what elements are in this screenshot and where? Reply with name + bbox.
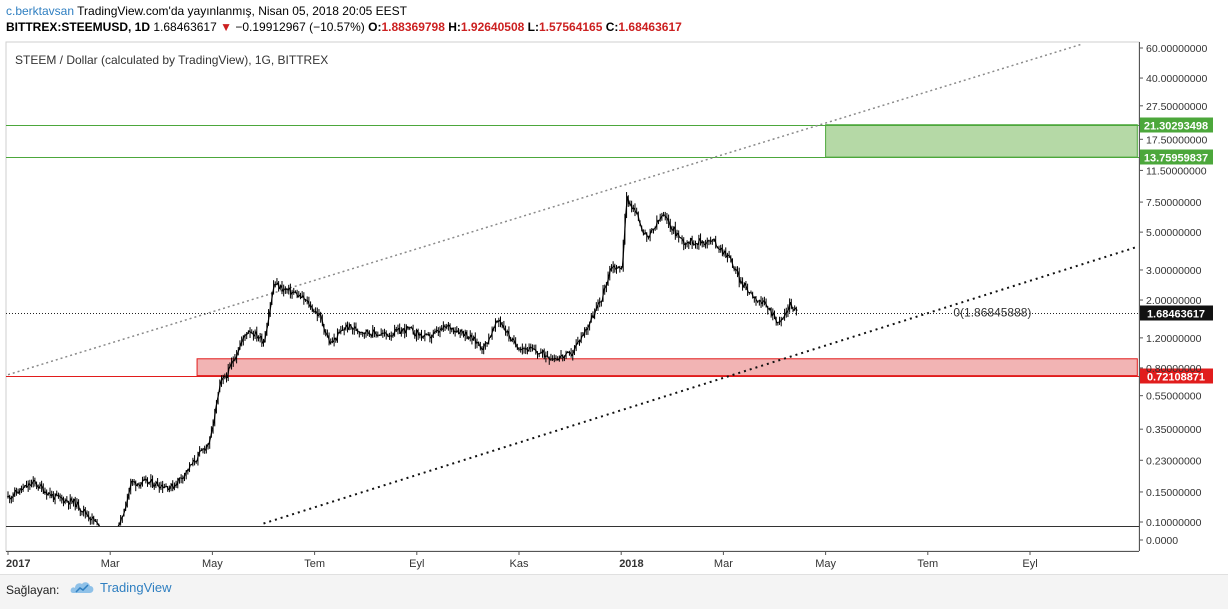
candle-body	[377, 335, 379, 336]
candle-body	[306, 300, 308, 301]
x-tick-label: Kas	[510, 558, 529, 570]
y-tick-label: 3.00000000	[1146, 265, 1202, 277]
tradingview-brand-text: TradingView	[100, 580, 172, 595]
support-zone[interactable]	[197, 359, 1137, 376]
candle-body	[409, 327, 411, 328]
x-tick-label: 2017	[6, 558, 30, 570]
y-tick-label: 0.23000000	[1146, 455, 1202, 467]
candle-body	[523, 348, 525, 349]
x-tick-label: Eyl	[409, 558, 424, 570]
x-tick-label: 2018	[619, 558, 643, 570]
y-tick-label: 0.0000	[1146, 535, 1178, 547]
candle-body	[434, 331, 436, 332]
footer: Sağlayan: TradingView	[0, 574, 1228, 609]
y-tick-label: 0.35000000	[1146, 424, 1202, 436]
price-chart[interactable]: 21.3029349813.759598370.721088711.684636…	[0, 0, 1228, 574]
y-tick-label: 0.80000000	[1146, 363, 1202, 375]
fib-annotation: 0(1.86845888)	[953, 306, 1031, 320]
y-tick-label: 0.15000000	[1146, 487, 1202, 499]
candle-body	[389, 336, 391, 337]
candle-body	[390, 336, 392, 337]
tradingview-link[interactable]: TradingView	[70, 580, 172, 595]
y-tick-label: 60.00000000	[1146, 43, 1207, 55]
candle-body	[224, 376, 226, 377]
candle-body	[61, 498, 63, 499]
candle-body	[357, 331, 359, 332]
candle-body	[411, 327, 413, 328]
candle-body	[201, 450, 203, 451]
candle-body	[369, 333, 371, 334]
x-tick-label: Mar	[101, 558, 120, 570]
candle-body	[601, 301, 603, 302]
candle-body	[207, 444, 209, 445]
y-tick-label: 0.10000000	[1146, 517, 1202, 529]
y-tick-label: 17.50000000	[1146, 134, 1207, 146]
provided-by-label: Sağlayan:	[6, 583, 59, 597]
tradingview-logo-icon	[70, 581, 94, 595]
target-zone[interactable]	[826, 125, 1138, 157]
x-tick-label: May	[202, 558, 223, 570]
candle-body	[468, 338, 470, 339]
y-tick-label: 5.00000000	[1146, 227, 1202, 239]
x-tick-label: Eyl	[1022, 558, 1037, 570]
y-tick-label: 40.00000000	[1146, 73, 1207, 85]
y-tick-label: 11.50000000	[1146, 165, 1207, 177]
price-label: 21.30293498	[1144, 121, 1208, 133]
candle-body	[95, 521, 97, 522]
x-tick-label: May	[815, 558, 836, 570]
candle-body	[180, 478, 182, 479]
candle-body	[611, 268, 613, 269]
current-price-label: 1.68463617	[1147, 309, 1205, 321]
y-tick-label: 1.20000000	[1146, 333, 1202, 345]
candle-body	[599, 302, 601, 303]
candle-body	[153, 486, 155, 487]
y-tick-label: 0.55000000	[1146, 391, 1202, 403]
price-label: 13.75959837	[1144, 153, 1208, 165]
candle-body	[582, 335, 584, 336]
x-tick-label: Tem	[304, 558, 325, 570]
y-tick-label: 2.00000000	[1146, 295, 1202, 307]
candle-body	[779, 322, 781, 323]
x-tick-label: Tem	[917, 558, 938, 570]
candle-body	[426, 334, 428, 335]
candle-body	[552, 359, 554, 360]
x-tick-label: Mar	[714, 558, 733, 570]
panel-title: STEEM / Dollar (calculated by TradingVie…	[15, 53, 328, 67]
chart-plot-area[interactable]	[6, 42, 1139, 551]
candle-body	[132, 481, 134, 482]
candle-body	[550, 359, 552, 360]
candle-body	[246, 334, 248, 335]
candle-body	[685, 244, 687, 245]
candle-body	[680, 237, 682, 238]
candle-body	[777, 322, 779, 323]
candle-body	[454, 332, 456, 333]
y-tick-label: 27.50000000	[1146, 101, 1207, 113]
y-tick-label: 7.50000000	[1146, 197, 1202, 209]
